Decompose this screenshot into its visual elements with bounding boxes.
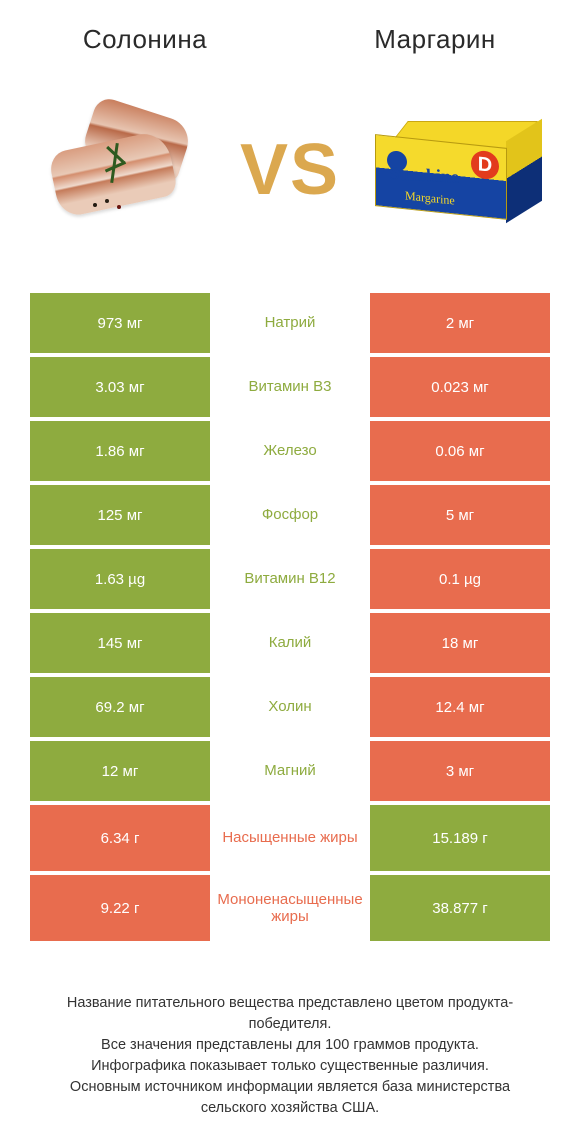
nutrient-label: Железо — [210, 421, 370, 481]
margarine-box-icon: Sunshine D Margarine — [375, 115, 545, 225]
titles-row: Солонина Маргарин — [30, 24, 550, 55]
right-product-image: Sunshine D Margarine — [370, 95, 550, 245]
table-row: 973 мгНатрий2 мг — [30, 293, 550, 353]
hero-row: VS Sunshine D Margarine — [30, 65, 550, 275]
table-row: 1.86 мгЖелезо0.06 мг — [30, 421, 550, 481]
left-value-cell: 12 мг — [30, 741, 210, 801]
nutrient-label: Калий — [210, 613, 370, 673]
right-value-cell: 15.189 г — [370, 805, 550, 871]
nutrient-label: Витамин B12 — [210, 549, 370, 609]
table-row: 69.2 мгХолин12.4 мг — [30, 677, 550, 737]
footer-line: Основным источником информации является … — [40, 1077, 540, 1119]
nutrient-label: Витамин B3 — [210, 357, 370, 417]
nutrient-label: Фосфор — [210, 485, 370, 545]
table-row: 145 мгКалий18 мг — [30, 613, 550, 673]
nutrient-label: Магний — [210, 741, 370, 801]
comparison-infographic: Солонина Маргарин VS Sunshine D Margarin… — [0, 0, 580, 1119]
right-value-cell: 18 мг — [370, 613, 550, 673]
right-value-cell: 12.4 мг — [370, 677, 550, 737]
right-product-title: Маргарин — [290, 24, 550, 55]
right-value-cell: 0.1 µg — [370, 549, 550, 609]
table-row: 3.03 мгВитамин B30.023 мг — [30, 357, 550, 417]
right-value-cell: 0.06 мг — [370, 421, 550, 481]
right-value-cell: 3 мг — [370, 741, 550, 801]
footer-line: Название питательного вещества представл… — [40, 993, 540, 1035]
footer-line: Инфографика показывает только существенн… — [40, 1056, 540, 1077]
left-product-title: Солонина — [30, 24, 290, 55]
left-value-cell: 145 мг — [30, 613, 210, 673]
left-value-cell: 973 мг — [30, 293, 210, 353]
meat-icon — [35, 105, 205, 235]
right-value-cell: 38.877 г — [370, 875, 550, 941]
left-value-cell: 1.86 мг — [30, 421, 210, 481]
table-row: 1.63 µgВитамин B120.1 µg — [30, 549, 550, 609]
nutrient-label: Холин — [210, 677, 370, 737]
left-value-cell: 6.34 г — [30, 805, 210, 871]
nutrient-comparison-table: 973 мгНатрий2 мг3.03 мгВитамин B30.023 м… — [30, 293, 550, 941]
right-value-cell: 5 мг — [370, 485, 550, 545]
nutrient-label: Натрий — [210, 293, 370, 353]
left-value-cell: 125 мг — [30, 485, 210, 545]
table-row: 9.22 гМононенасыщенные жиры38.877 г — [30, 875, 550, 941]
right-value-cell: 0.023 мг — [370, 357, 550, 417]
nutrient-label: Мононенасыщенные жиры — [210, 875, 370, 941]
table-row: 12 мгМагний3 мг — [30, 741, 550, 801]
table-row: 6.34 гНасыщенные жиры15.189 г — [30, 805, 550, 871]
nutrient-label: Насыщенные жиры — [210, 805, 370, 871]
left-value-cell: 1.63 µg — [30, 549, 210, 609]
footer-notes: Название питательного вещества представл… — [30, 993, 550, 1119]
left-value-cell: 3.03 мг — [30, 357, 210, 417]
table-row: 125 мгФосфор5 мг — [30, 485, 550, 545]
footer-line: Все значения представлены для 100 граммо… — [40, 1035, 540, 1056]
right-value-cell: 2 мг — [370, 293, 550, 353]
left-value-cell: 69.2 мг — [30, 677, 210, 737]
left-value-cell: 9.22 г — [30, 875, 210, 941]
left-product-image — [30, 95, 210, 245]
vs-label: VS — [240, 129, 340, 211]
